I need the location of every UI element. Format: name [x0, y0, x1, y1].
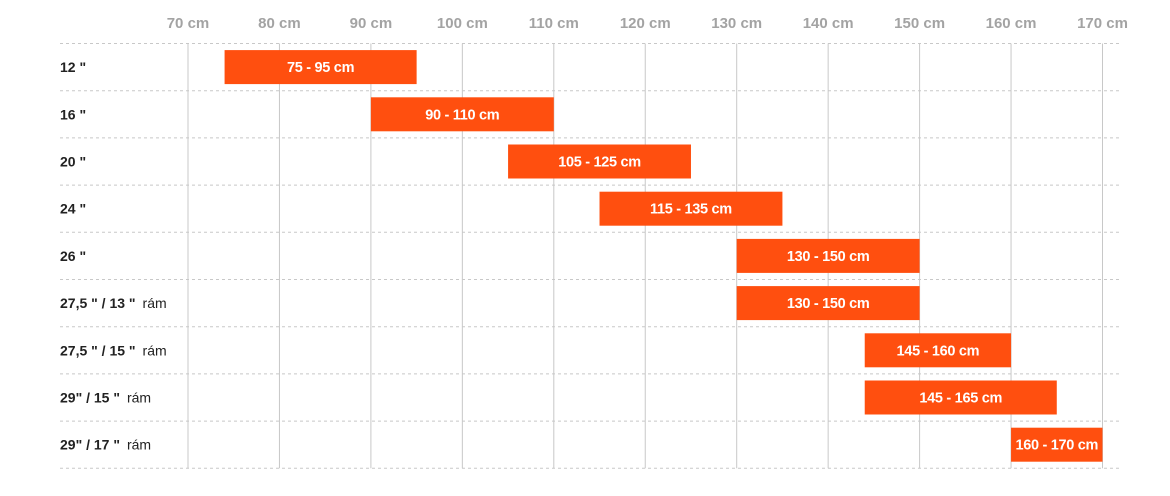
x-tick-label: 110 cm — [529, 15, 579, 32]
range-bar — [599, 191, 783, 226]
row-label: 12 " — [60, 59, 86, 75]
range-bar — [736, 238, 920, 273]
x-tick-label: 160 cm — [986, 15, 1037, 32]
range-bars: 75 - 95 cm 90 - 110 cm 105 - 125 cm 115 - 1… — [224, 50, 1103, 462]
row-frame-label: rám — [143, 295, 167, 311]
range-bar — [1011, 427, 1103, 462]
range-bar — [508, 144, 691, 179]
row-size-label: 26 " — [60, 248, 86, 264]
row-label: 27,5 " / 13 " rám — [60, 295, 167, 311]
row-frame-label: rám — [143, 342, 167, 358]
row-size-label: 20 " — [60, 154, 86, 170]
row-label: 29" / 15 " rám — [60, 390, 151, 406]
x-tick-label: 90 cm — [350, 15, 393, 32]
x-tick-label: 120 cm — [620, 15, 671, 32]
range-bar — [736, 286, 920, 321]
range-bar-label: 105 - 125 cm — [558, 155, 641, 171]
row-size-label: 27,5 " / 13 " — [60, 295, 136, 311]
x-tick-label: 70 cm — [167, 15, 210, 32]
x-axis-ticks: 70 cm 80 cm 90 cm 100 cm 110 cm 120 cm 130 cm 1… — [167, 15, 1128, 32]
range-bar — [864, 380, 1057, 415]
row-size-label: 12 " — [60, 59, 86, 75]
x-tick-label: 100 cm — [437, 15, 488, 32]
range-bar — [370, 97, 554, 132]
range-bar-label: 160 - 170 cm — [1015, 438, 1098, 454]
x-tick-label: 150 cm — [894, 15, 945, 32]
row-size-label: 16 " — [60, 106, 86, 122]
row-label: 27,5 " / 15 " rám — [60, 342, 167, 358]
range-bar-label: 130 - 150 cm — [787, 296, 870, 312]
row-size-label: 29" / 17 " — [60, 437, 120, 453]
gridlines — [60, 43, 1122, 469]
x-tick-label: 80 cm — [258, 15, 301, 32]
x-tick-label: 140 cm — [803, 15, 854, 32]
row-size-label: 29" / 15 " — [60, 390, 120, 406]
range-bar-label: 115 - 135 cm — [650, 202, 732, 218]
row-labels: 12 "16 "20 "24 "26 "27,5 " / 13 " rám27,5… — [60, 59, 167, 453]
row-label: 26 " — [60, 248, 86, 264]
row-size-label: 27,5 " / 15 " — [60, 342, 136, 358]
range-bar — [864, 333, 1012, 368]
row-frame-label: rám — [127, 390, 151, 406]
range-bar-label: 145 - 165 cm — [919, 391, 1002, 407]
range-bar-label: 90 - 110 cm — [425, 107, 499, 123]
range-bar-label: 130 - 150 cm — [787, 249, 870, 265]
x-tick-label: 130 cm — [711, 15, 762, 32]
x-tick-label: 170 cm — [1077, 15, 1128, 32]
range-bar-label: 75 - 95 cm — [287, 60, 354, 76]
row-frame-label: rám — [127, 437, 151, 453]
row-label: 20 " — [60, 154, 86, 170]
row-label: 16 " — [60, 106, 86, 122]
row-label: 29" / 17 " rám — [60, 437, 151, 453]
row-label: 24 " — [60, 201, 86, 217]
range-bar-label: 145 - 160 cm — [897, 343, 980, 359]
range-bar — [224, 50, 417, 85]
row-size-label: 24 " — [60, 201, 86, 217]
